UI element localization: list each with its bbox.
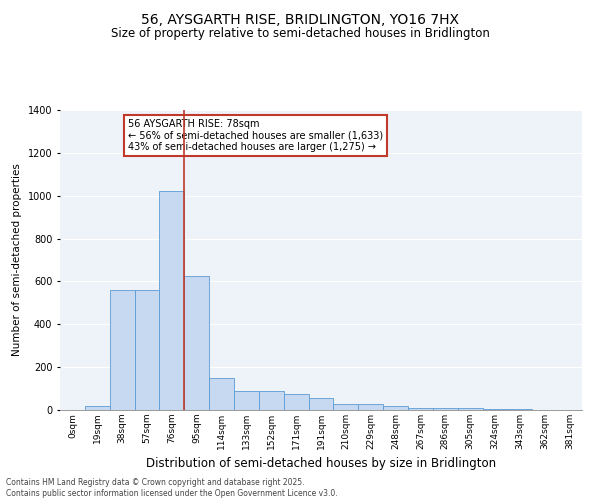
- Bar: [110, 290, 134, 410]
- Bar: [184, 276, 209, 410]
- Bar: [134, 290, 160, 410]
- Y-axis label: Number of semi-detached properties: Number of semi-detached properties: [12, 164, 22, 356]
- Bar: [334, 404, 358, 410]
- Bar: [284, 394, 308, 410]
- Bar: [308, 398, 334, 410]
- Bar: [234, 390, 259, 410]
- Bar: [209, 378, 234, 410]
- Text: Size of property relative to semi-detached houses in Bridlington: Size of property relative to semi-detach…: [110, 28, 490, 40]
- Bar: [160, 192, 184, 410]
- Bar: [85, 406, 110, 410]
- Bar: [259, 390, 284, 410]
- Bar: [458, 408, 482, 410]
- Bar: [433, 408, 458, 410]
- Text: Contains HM Land Registry data © Crown copyright and database right 2025.
Contai: Contains HM Land Registry data © Crown c…: [6, 478, 338, 498]
- Bar: [383, 406, 408, 410]
- Text: 56 AYSGARTH RISE: 78sqm
← 56% of semi-detached houses are smaller (1,633)
43% of: 56 AYSGARTH RISE: 78sqm ← 56% of semi-de…: [128, 119, 383, 152]
- Bar: [482, 409, 508, 410]
- Text: 56, AYSGARTH RISE, BRIDLINGTON, YO16 7HX: 56, AYSGARTH RISE, BRIDLINGTON, YO16 7HX: [141, 12, 459, 26]
- Bar: [358, 404, 383, 410]
- X-axis label: Distribution of semi-detached houses by size in Bridlington: Distribution of semi-detached houses by …: [146, 458, 496, 470]
- Bar: [408, 408, 433, 410]
